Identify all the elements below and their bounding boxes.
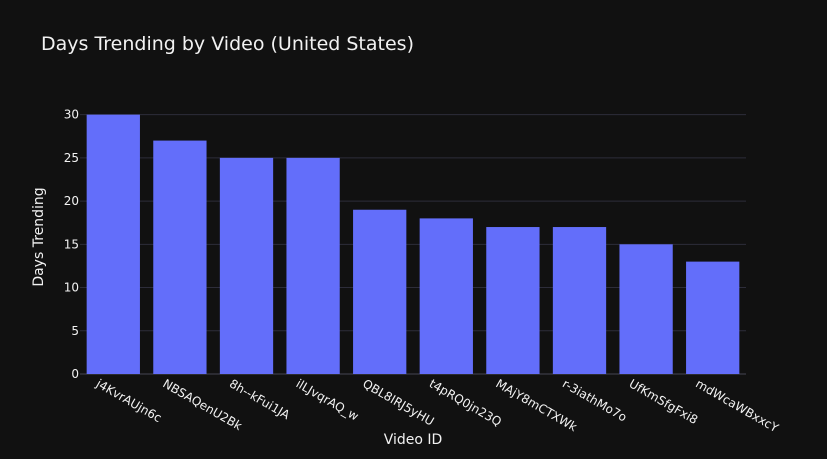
x-tick-label: UfKmSfgFxi8 — [627, 376, 701, 427]
y-axis-ticks: 0 5 10 15 20 25 30 — [64, 108, 79, 381]
bar — [86, 114, 140, 374]
bar — [219, 157, 274, 374]
x-tick-label: t4pRQ0jn23Q — [427, 376, 504, 429]
bar — [619, 244, 673, 374]
x-tick-label: QBL8IRJ5yHU — [360, 376, 436, 428]
y-tick-label: 30 — [64, 108, 79, 122]
y-tick-label: 15 — [64, 237, 79, 251]
chart-title: Days Trending by Video (United States) — [41, 33, 414, 55]
bar — [552, 227, 607, 374]
y-tick-label: 5 — [71, 324, 79, 338]
y-axis-title: Days Trending — [31, 187, 47, 286]
bar — [353, 209, 407, 374]
y-tick-label: 0 — [71, 367, 79, 381]
y-tick-label: 10 — [64, 281, 79, 295]
x-axis-title: Video ID — [384, 432, 443, 448]
y-tick-label: 20 — [64, 194, 79, 208]
x-tick-label: mdWcaWBxxcY — [693, 376, 781, 435]
bar — [153, 140, 207, 374]
x-tick-label: j4KvrAUjn6c — [93, 376, 164, 425]
bar — [419, 218, 473, 374]
bars — [86, 114, 740, 374]
x-tick-label: ilLJvqrAQ_w — [294, 376, 362, 423]
bar — [686, 261, 740, 374]
bar — [286, 157, 340, 374]
bar — [486, 227, 540, 374]
y-tick-label: 25 — [64, 151, 79, 165]
